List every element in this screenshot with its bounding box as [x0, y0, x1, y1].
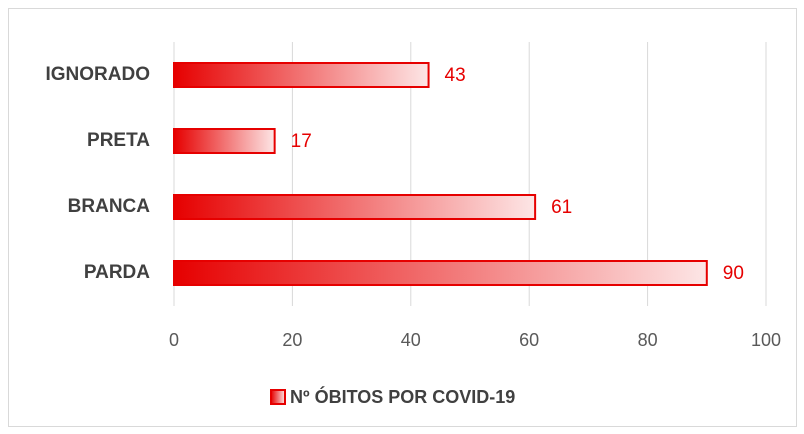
- x-tick-label: 20: [282, 330, 302, 350]
- x-tick-label: 0: [169, 330, 179, 350]
- x-tick-label: 80: [638, 330, 658, 350]
- y-tick-label: IGNORADO: [46, 64, 151, 85]
- legend-label: Nº ÓBITOS POR COVID-19: [290, 386, 515, 407]
- bar: [173, 62, 430, 88]
- bar: [173, 194, 537, 220]
- x-tick-label: 40: [401, 330, 421, 350]
- y-tick-label: BRANCA: [68, 196, 151, 217]
- data-label: 61: [551, 197, 572, 218]
- bar: [173, 260, 708, 286]
- data-label: 43: [445, 65, 466, 86]
- bar: [173, 128, 276, 154]
- data-label: 90: [723, 263, 744, 284]
- x-tick-label: 100: [751, 330, 781, 350]
- y-tick-label: PRETA: [87, 130, 150, 151]
- legend-swatch: [270, 389, 286, 405]
- x-tick-label: 60: [519, 330, 539, 350]
- data-label: 17: [291, 131, 312, 152]
- y-tick-label: PARDA: [84, 262, 150, 283]
